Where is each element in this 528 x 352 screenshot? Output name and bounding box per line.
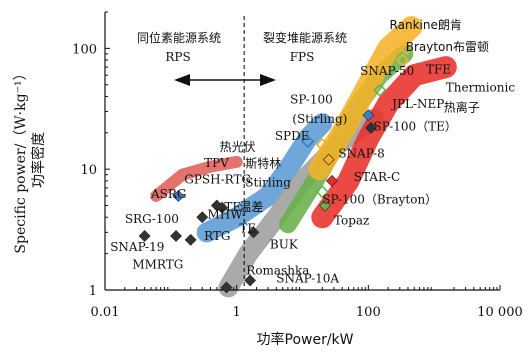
label-snap-19: SNAP-19: [110, 240, 164, 254]
point-snap-50: [373, 83, 387, 97]
band-rankine: [308, 16, 423, 181]
point-snap-8: [322, 153, 335, 166]
label-thermionic: Thermionic: [446, 80, 516, 94]
label-cn: 热离子: [444, 100, 480, 115]
point-sp-100-te: [365, 121, 377, 134]
label-srg-100: SRG-100: [125, 212, 179, 226]
point-spde: [301, 134, 315, 148]
plot-frame: [104, 12, 500, 291]
arrow-left-head: [174, 74, 190, 86]
point-asrg: [172, 190, 185, 202]
label-buk: BUK: [270, 238, 299, 252]
point-srg-100: [138, 230, 151, 242]
label-sp-100-te: SP-100（TE）: [374, 119, 457, 133]
y-tick-label: 10: [80, 163, 97, 178]
point-star-c: [326, 174, 338, 187]
label-rtg: RTG: [204, 229, 230, 243]
rps-label: RPS: [165, 50, 190, 64]
label-mhw: MHW-: [207, 208, 245, 222]
label-star-c: STAR-C: [354, 170, 401, 184]
point-mmrtg: [170, 230, 182, 242]
y-tick-label: 100: [72, 42, 97, 57]
x-tick-label: 100: [356, 305, 381, 320]
label-jpl-nep: JPL-NEP: [390, 97, 444, 111]
point-rankine: [399, 41, 414, 56]
label-snap-10a: SNAP-10A: [276, 272, 339, 286]
label-topaz: Topaz: [334, 213, 369, 227]
label-stirling: Stirling: [245, 175, 291, 189]
label-brayton: Brayton布雷顿: [406, 40, 489, 54]
point-buk: [247, 226, 260, 239]
band-thermionic: [311, 56, 457, 229]
x-axis-label: 功率Power/kW: [257, 331, 354, 348]
point-jpl-nep: [362, 109, 375, 122]
x-tick-label: 1: [233, 305, 241, 320]
fps-cn-label: 裂变堆能源系统: [263, 30, 347, 45]
point-brayton: [395, 53, 410, 67]
label-te: TE: [224, 200, 241, 214]
label-spde: SPDE: [275, 129, 310, 143]
label-romashka: Romashka: [246, 263, 309, 277]
region-divider: 同位素能源系统 RPS 裂变堆能源系统 FPS: [137, 16, 347, 290]
label-sp-100: SP-100: [290, 92, 333, 106]
point-snap-10a: [244, 274, 257, 287]
x-tick-label: 0.01: [91, 305, 120, 320]
y-axis-label-cn: 功率密度: [30, 132, 47, 188]
label-cn: 热光伏: [220, 140, 256, 154]
band-tpv: [150, 155, 243, 202]
rps-cn-label: 同位素能源系统: [137, 30, 221, 45]
x-tick-label: 10 000: [477, 305, 523, 320]
point-mhw-rtg: [196, 211, 209, 224]
label-asrg: ASRG: [150, 187, 187, 201]
point-romashka: [220, 281, 233, 294]
point-snap-19: [184, 233, 197, 246]
fps-label: FPS: [290, 50, 315, 64]
technology-bands: [150, 16, 457, 298]
axis-ticks: 0.01 1 100 10 000 1 10 100: [72, 11, 523, 320]
point-sp-100-brayton: [315, 185, 329, 199]
label-cn: 温差: [239, 200, 263, 214]
band-stirling: [196, 113, 333, 243]
point-te: [216, 201, 228, 214]
y-tick-label: 1: [89, 284, 97, 299]
arrow-right-head: [260, 74, 276, 86]
label-tpv: TPV: [204, 156, 229, 170]
label-gpsh-rtg: GPSH-RTG: [184, 173, 251, 187]
label-snap-8: SNAP-8: [338, 146, 385, 160]
label-mmrtg: MMRTG: [132, 258, 183, 272]
label-te: TE: [239, 221, 256, 235]
label-rankine: Rankine朗肯: [390, 18, 462, 32]
data-points: [138, 41, 414, 294]
point-topaz: [319, 199, 331, 212]
label-sp-100-brayton: SP-100（Brayton）: [322, 192, 437, 206]
label-cn: 斯特林: [245, 156, 281, 171]
label-tfe: TFE: [426, 62, 451, 76]
label-snap-50: SNAP-50: [360, 64, 414, 78]
point-sp-100-stirling: [315, 137, 329, 152]
y-axis-label: Specific power/（W·kg⁻¹）: [13, 66, 29, 253]
label-stirling: (Stirling): [292, 112, 347, 126]
